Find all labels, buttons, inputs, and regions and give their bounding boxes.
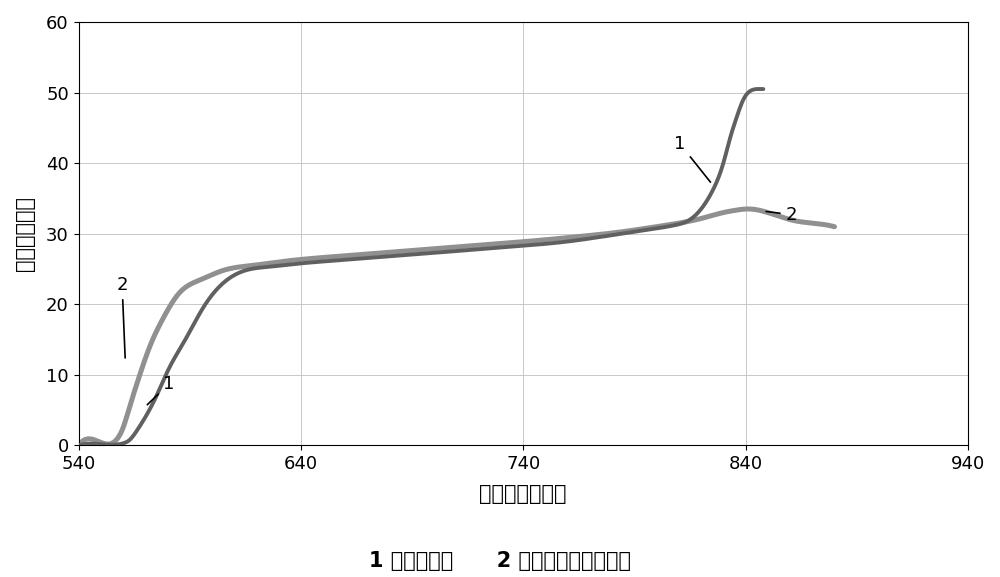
Text: 1: 1 [147,375,174,404]
Text: 1: 1 [674,135,710,182]
X-axis label: 温度（摄氏度）: 温度（摄氏度） [479,484,567,504]
Y-axis label: 高度（厘米）: 高度（厘米） [15,196,35,271]
Text: 2: 2 [116,276,128,358]
Text: 1 坪埚下降炉      2 本发明晶体生长装置: 1 坪埚下降炉 2 本发明晶体生长装置 [369,551,631,571]
Text: 2: 2 [766,205,797,224]
